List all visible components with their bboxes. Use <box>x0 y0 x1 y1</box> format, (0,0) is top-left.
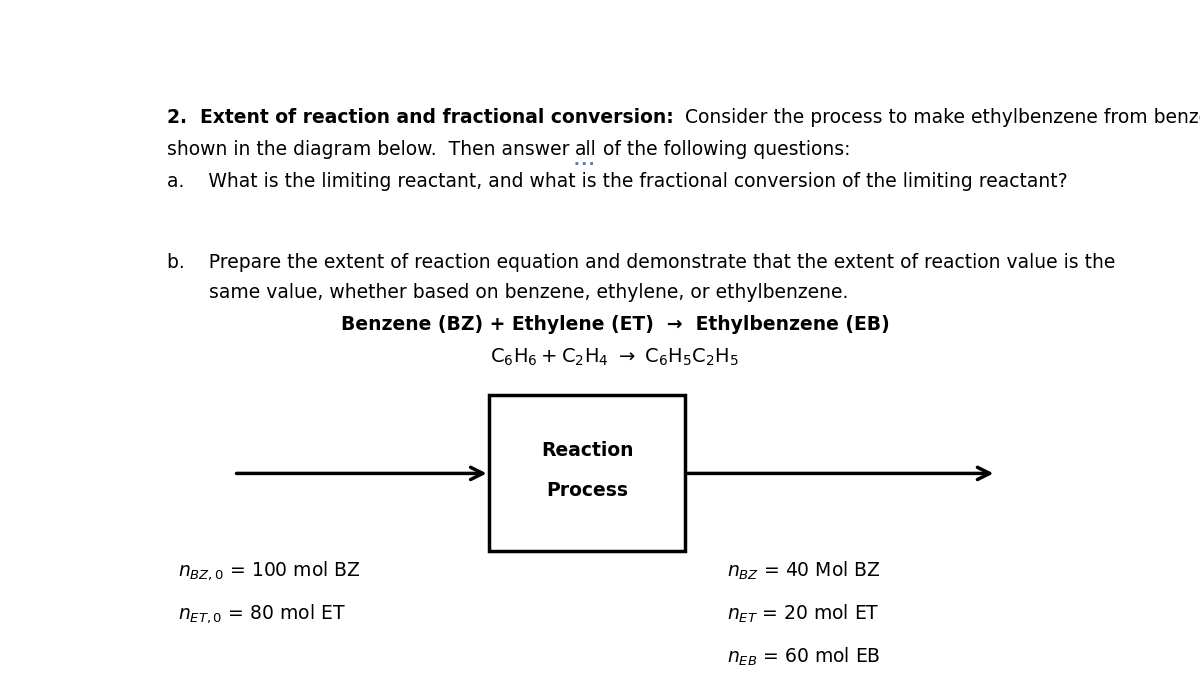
Text: $n_{ET}$ = 20 mol ET: $n_{ET}$ = 20 mol ET <box>727 602 880 625</box>
Text: of the following questions:: of the following questions: <box>596 140 851 159</box>
Text: $n_{BZ,0}$ = 100 mol BZ: $n_{BZ,0}$ = 100 mol BZ <box>178 559 360 582</box>
Text: shown in the diagram below.  Then answer: shown in the diagram below. Then answer <box>167 140 575 159</box>
Text: $n_{BZ}$ = 40 Mol BZ: $n_{BZ}$ = 40 Mol BZ <box>727 559 880 581</box>
Text: $n_{EB}$ = 60 mol EB: $n_{EB}$ = 60 mol EB <box>727 646 880 668</box>
Text: Reaction: Reaction <box>541 441 634 460</box>
Text: same value, whether based on benzene, ethylene, or ethylbenzene.: same value, whether based on benzene, et… <box>167 283 848 302</box>
Text: b.    Prepare the extent of reaction equation and demonstrate that the extent of: b. Prepare the extent of reaction equati… <box>167 253 1115 272</box>
Text: Benzene (BZ) + Ethylene (ET)  →  Ethylbenzene (EB): Benzene (BZ) + Ethylene (ET) → Ethylbenz… <box>341 315 889 334</box>
Text: Process: Process <box>546 482 628 500</box>
Text: Consider the process to make ethylbenzene from benzene: Consider the process to make ethylbenzen… <box>673 108 1200 127</box>
Text: 2.  Extent of reaction and fractional conversion:: 2. Extent of reaction and fractional con… <box>167 108 673 127</box>
Text: $\mathregular{C_6H_6 + C_2H_4\ \rightarrow\ C_6H_5C_2H_5}$: $\mathregular{C_6H_6 + C_2H_4\ \rightarr… <box>491 347 739 369</box>
Bar <box>490 396 685 551</box>
Text: a.    What is the limiting reactant, and what is the fractional conversion of th: a. What is the limiting reactant, and wh… <box>167 172 1067 191</box>
Text: all: all <box>575 140 596 159</box>
Text: $n_{ET,0}$ = 80 mol ET: $n_{ET,0}$ = 80 mol ET <box>178 602 346 625</box>
